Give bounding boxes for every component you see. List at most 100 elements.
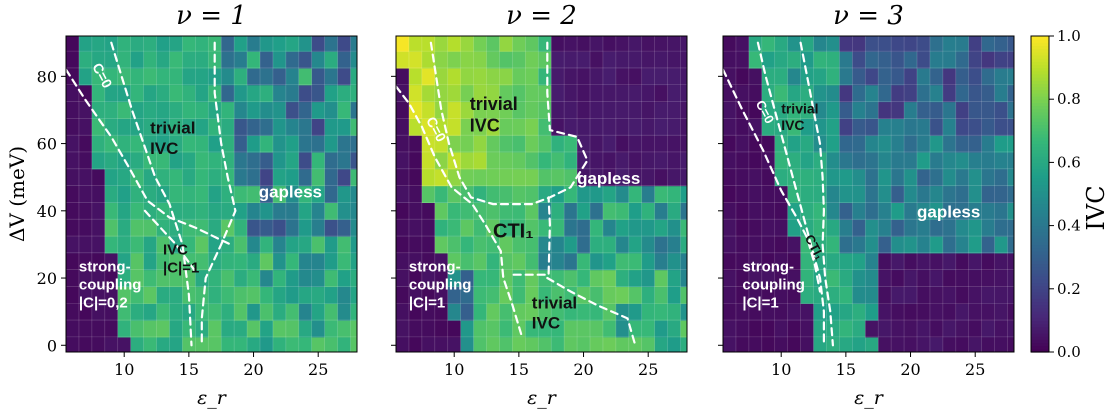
phase-boundary-line — [723, 68, 822, 293]
heatmap-cell — [942, 236, 957, 254]
heatmap-cell — [577, 67, 591, 86]
heatmap-cell — [839, 36, 853, 52]
heatmap-cell — [761, 118, 776, 136]
heatmap-cell — [247, 36, 261, 52]
heatmap-cell — [311, 118, 326, 136]
heatmap-cell — [298, 118, 313, 136]
colorbar-tick-label: 0.8 — [1057, 90, 1081, 108]
heatmap-cell — [247, 84, 261, 103]
heatmap-cell — [337, 286, 352, 304]
heatmap-cell — [955, 51, 970, 69]
heatmap-cell — [78, 286, 93, 304]
heatmap-cell — [234, 118, 248, 136]
heatmap-cell — [350, 118, 357, 136]
colorbar-step — [1031, 336, 1049, 340]
heatmap-cell — [748, 51, 763, 69]
heatmap-cell — [91, 336, 106, 352]
heatmap-cell — [904, 101, 918, 119]
x-tick-label: 15 — [179, 360, 199, 379]
heatmap-cell — [91, 202, 106, 220]
heatmap-cell — [350, 101, 357, 119]
heatmap-cell — [337, 236, 352, 254]
heatmap-cell — [421, 36, 436, 52]
heatmap-cell — [396, 202, 410, 220]
heatmap-cell — [981, 336, 996, 352]
heatmap-cell — [130, 202, 145, 220]
heatmap-cell — [143, 303, 158, 321]
heatmap-cell — [434, 202, 449, 220]
heatmap-cell — [564, 151, 578, 170]
heatmap-cell — [929, 252, 944, 271]
region-label-line: coupling — [79, 276, 142, 293]
heatmap-cell — [234, 320, 248, 338]
heatmap-cell — [852, 202, 866, 220]
heatmap-cell — [942, 320, 957, 338]
heatmap-cell — [473, 219, 488, 237]
heatmap-cell — [564, 185, 578, 204]
heatmap-cell — [968, 51, 983, 69]
region-label-line: |C|=1 — [742, 294, 778, 311]
heatmap-cell — [852, 236, 866, 254]
heatmap-cell — [602, 51, 617, 69]
heatmap-cell — [421, 101, 436, 119]
heatmap-cell — [564, 336, 578, 352]
heatmap-cell — [839, 51, 853, 69]
heatmap-cell — [787, 336, 802, 352]
heatmap-cell — [434, 36, 449, 52]
heatmap-cell — [615, 118, 630, 136]
heatmap-cell — [826, 185, 840, 204]
heatmap-cell — [577, 185, 591, 204]
colorbar-step — [1031, 146, 1049, 151]
heatmap-cell — [473, 252, 488, 271]
heatmap-cell — [78, 219, 93, 237]
heatmap-cell — [667, 118, 682, 136]
heatmap-cell — [800, 303, 815, 321]
heatmap-cell — [904, 168, 918, 187]
heatmap-cell — [878, 51, 892, 69]
heatmap-cell — [421, 219, 436, 237]
heatmap-cell — [826, 84, 840, 103]
heatmap-cell — [641, 320, 656, 338]
heatmap-cell — [929, 336, 944, 352]
heatmap-cell — [234, 185, 248, 204]
heatmap-cell — [955, 336, 970, 352]
heatmap-cell — [761, 185, 776, 204]
heatmap-cell — [350, 286, 357, 304]
heatmap-cell — [130, 168, 145, 187]
heatmap-cell — [904, 269, 918, 288]
heatmap-cell — [1007, 151, 1014, 170]
heatmap-cell — [91, 118, 106, 136]
heatmap-cell — [499, 202, 513, 220]
heatmap-cell — [78, 336, 93, 352]
heatmap-cell — [538, 51, 552, 69]
heatmap-cell — [182, 135, 196, 153]
heatmap-cell — [324, 84, 339, 103]
heatmap-cell — [813, 67, 828, 86]
heatmap-cell — [499, 101, 513, 119]
colorbar-step — [1031, 105, 1049, 110]
heatmap-cell — [774, 51, 789, 69]
colorbar-step — [1031, 304, 1049, 309]
heatmap-cell — [78, 84, 93, 103]
heatmap-cell — [169, 168, 183, 187]
heatmap-cell — [748, 236, 763, 254]
heatmap-cell — [929, 151, 944, 170]
phase-boundary-line — [512, 196, 552, 276]
heatmap-cell — [994, 51, 1009, 69]
heatmap-cell — [221, 84, 235, 103]
heatmap-cell — [260, 320, 274, 338]
heatmap-cell — [169, 118, 183, 136]
heatmap-cell — [434, 252, 449, 271]
heatmap-cell — [735, 236, 750, 254]
heatmap-cell — [891, 101, 905, 119]
heatmap-cell — [311, 135, 326, 153]
heatmap-cell — [551, 151, 565, 170]
heatmap-cell — [735, 67, 750, 86]
heatmap-cell — [1007, 269, 1014, 288]
heatmap-cell — [761, 303, 776, 321]
heatmap-cell — [628, 36, 643, 52]
region-label: CTI₁ — [493, 221, 534, 243]
heatmap-cell — [130, 84, 145, 103]
colorbar-step — [1031, 307, 1049, 312]
heatmap-cell — [800, 336, 815, 352]
